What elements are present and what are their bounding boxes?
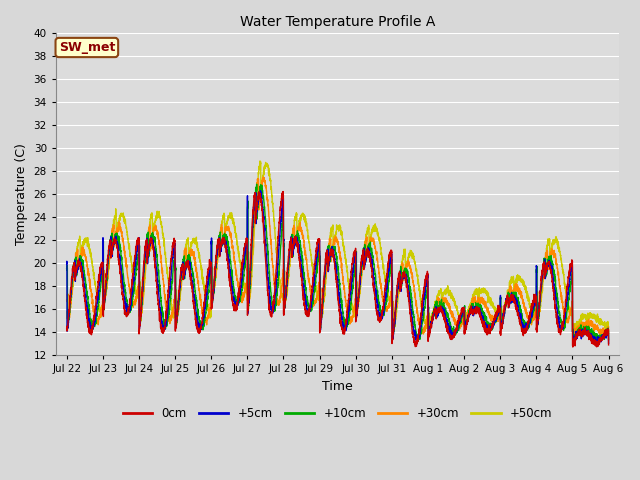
Text: SW_met: SW_met (59, 41, 115, 54)
X-axis label: Time: Time (323, 380, 353, 393)
Legend: 0cm, +5cm, +10cm, +30cm, +50cm: 0cm, +5cm, +10cm, +30cm, +50cm (118, 403, 557, 425)
Title: Water Temperature Profile A: Water Temperature Profile A (240, 15, 435, 29)
Y-axis label: Temperature (C): Temperature (C) (15, 143, 28, 245)
